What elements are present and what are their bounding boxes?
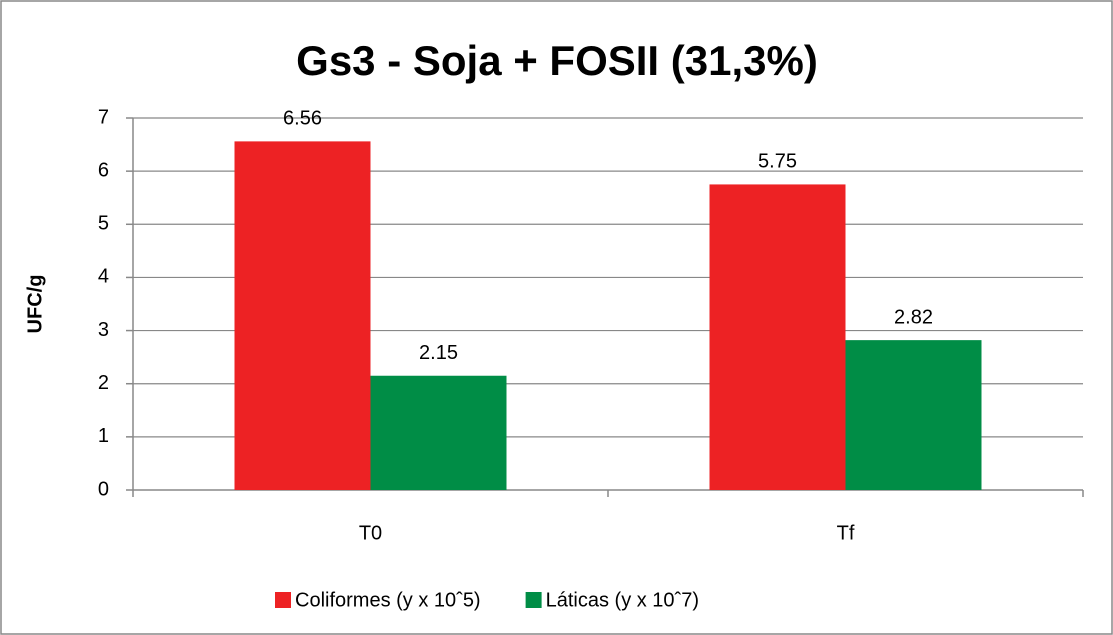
y-tick-label: 2	[98, 372, 109, 394]
data-label: 2.82	[894, 306, 933, 328]
y-tick-label: 7	[98, 106, 109, 128]
y-tick-label: 4	[98, 266, 109, 288]
y-tick-label: 1	[98, 425, 109, 447]
bar	[845, 340, 982, 490]
legend-label: Láticas (y x 10ˆ7)	[546, 589, 699, 611]
legend-label: Coliformes (y x 10ˆ5)	[295, 589, 481, 611]
y-tick-label: 5	[98, 213, 109, 235]
data-label: 2.15	[419, 342, 458, 364]
y-tick-label: 3	[98, 319, 109, 341]
x-tick-label: T0	[359, 522, 382, 544]
y-axis-label: UFC/g	[24, 275, 46, 334]
legend-swatch	[275, 592, 291, 608]
chart-title: Gs3 - Soja + FOSII (31,3%)	[296, 37, 818, 84]
y-tick-label: 6	[98, 159, 109, 181]
bar	[234, 141, 371, 490]
x-tick-label: Tf	[837, 522, 855, 544]
data-label: 5.75	[758, 151, 797, 173]
data-label: 6.56	[283, 108, 322, 130]
legend-swatch	[525, 592, 542, 608]
bar	[709, 184, 846, 490]
y-tick-label: 0	[98, 478, 109, 500]
bar	[370, 375, 507, 490]
